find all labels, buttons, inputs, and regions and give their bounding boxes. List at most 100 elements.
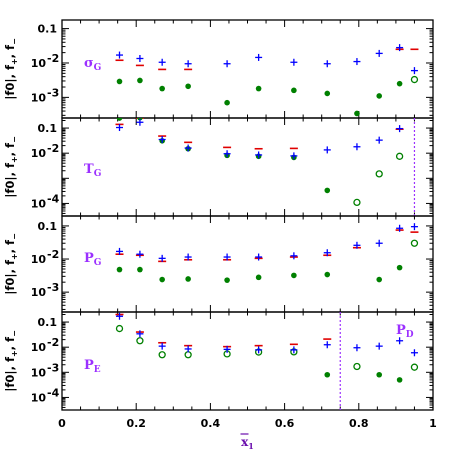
y-axis-label-sub: + — [10, 253, 19, 260]
y-tick-label-exp: -3 — [47, 281, 59, 294]
f0-filled-marker — [185, 83, 191, 90]
f0-open-marker — [158, 351, 166, 359]
y-tick-label: 10 — [31, 91, 47, 104]
y-axis-label-part: , f — [3, 142, 17, 156]
y-axis-label-sub: + — [10, 350, 19, 357]
y-axis-label-sub: − — [10, 233, 19, 240]
panel-label-main: P — [84, 251, 94, 266]
y-tick-label: 10 — [31, 391, 47, 404]
panel-label: TG — [84, 162, 101, 179]
panel-label-secondary: PD — [396, 323, 414, 340]
f0-filled-marker — [376, 276, 383, 283]
panel-label: PE — [84, 358, 101, 375]
panels-group: 0.110 -210 -3|f0|, f+, f−σG0.110 -210 -4|f0|… — [3, 19, 434, 411]
y-tick-label-base: 10 — [31, 147, 47, 160]
f0-filled-marker — [291, 87, 297, 94]
f0-filled-marker — [291, 272, 297, 279]
y-axis-label-sub: − — [10, 330, 19, 337]
f0-filled-marker — [376, 93, 383, 99]
y-tick-label-exp: -2 — [47, 336, 59, 349]
panel-label: σG — [84, 56, 101, 73]
panel-label-sub: G — [94, 63, 102, 73]
y-tick-label-base: 10 — [31, 341, 47, 354]
y-tick-label-base: 10 — [31, 197, 47, 210]
x-tick-label: 0 — [58, 417, 66, 430]
panel-points — [115, 44, 419, 117]
f0-open-marker — [410, 75, 419, 84]
panel-points — [115, 312, 419, 383]
y-tick-label-base: 10 — [31, 286, 47, 299]
f0-filled-marker — [159, 276, 165, 283]
x-tick-label: 1 — [429, 417, 437, 430]
f0-filled-marker — [116, 78, 123, 85]
x-tick-label: 0.8 — [349, 417, 369, 430]
y-axis-label-part: |f0|, f — [3, 162, 17, 198]
y-tick-label-exp: -2 — [47, 248, 59, 261]
y-axis-label-part: |f0|, f — [3, 259, 17, 295]
y-tick-label: 0.1 — [38, 316, 58, 329]
y-tick-label: 10 — [31, 253, 47, 266]
f0-filled-marker — [396, 264, 403, 271]
panel-points — [115, 118, 404, 207]
y-axis-label-sub: − — [10, 136, 19, 143]
y-tick-label-exp: -4 — [47, 386, 60, 399]
y-tick-label-exp: -4 — [47, 192, 60, 205]
y-axis-label: |f0|, f+, f− — [3, 136, 19, 198]
f0-open-marker — [375, 170, 383, 178]
x-tick-label: 0.2 — [126, 417, 146, 430]
y-axis-label: |f0|, f+, f− — [3, 38, 19, 100]
y-tick-label: 10 — [31, 57, 47, 70]
f0-filled-marker — [396, 80, 403, 87]
f0-open-marker — [353, 362, 361, 371]
f0-open-marker — [353, 198, 361, 207]
f0-filled-marker — [324, 187, 331, 194]
f0-filled-marker — [255, 274, 262, 281]
f0-filled-marker — [116, 118, 123, 121]
panel-label-secondary-sub: D — [406, 330, 414, 340]
f0-filled-marker — [137, 266, 143, 273]
x-axis: 0 0.2 0.4 0.6 0.8 1x1 — [58, 417, 437, 451]
y-tick-label: 0.1 — [38, 23, 58, 36]
f0-filled-marker — [324, 371, 331, 378]
f0-filled-marker — [116, 266, 123, 273]
y-axis-label-sub: − — [10, 38, 19, 45]
y-axis-label-sub: + — [10, 58, 19, 65]
y-tick-label-base: 10 — [31, 57, 47, 70]
y-axis-label-part: |f0|, f — [3, 64, 17, 100]
y-tick-label: 10 — [31, 147, 47, 160]
panel-points — [115, 223, 419, 283]
x-tick-label: 0.4 — [201, 417, 221, 430]
x-axis-label-main: x — [241, 435, 249, 449]
f0-filled-marker — [354, 110, 360, 117]
f0-filled-marker — [255, 85, 262, 92]
panel-label: PG — [84, 251, 101, 268]
y-tick-label: 10 — [31, 341, 47, 354]
f0-filled-marker — [324, 90, 331, 97]
panel-label-sub: G — [94, 169, 102, 179]
f0-open-marker — [410, 239, 419, 247]
y-tick-label-exp: -3 — [47, 361, 59, 374]
f0-open-marker — [395, 152, 404, 160]
f0-filled-marker — [396, 377, 403, 383]
panel-label-main: σ — [84, 56, 94, 71]
panel-T: 0.110 -210 -4|f0|, f+, f−TG — [3, 117, 434, 217]
y-axis-label-part: , f — [3, 336, 17, 350]
y-tick-label-base: 10 — [31, 391, 47, 404]
y-tick-label: 0.1 — [38, 122, 58, 135]
y-tick-label-exp: -2 — [47, 52, 59, 65]
f0-filled-marker — [224, 277, 230, 283]
f0-open-marker — [410, 363, 419, 371]
y-axis-label-sub: + — [10, 156, 19, 163]
y-tick-label-base: 10 — [31, 366, 47, 379]
f0-open-marker — [136, 337, 144, 345]
x-tick-label: 0.6 — [275, 417, 295, 430]
f0-filled-marker — [224, 99, 230, 106]
y-tick-label-exp: -3 — [47, 86, 59, 99]
f0-filled-marker — [376, 371, 383, 378]
y-axis-label-part: |f0|, f — [3, 356, 17, 392]
f0-filled-marker — [159, 85, 165, 92]
x-axis-label-sub: 1 — [248, 441, 254, 451]
y-axis-label: |f0|, f+, f− — [3, 233, 19, 295]
f0-filled-marker — [185, 276, 191, 282]
